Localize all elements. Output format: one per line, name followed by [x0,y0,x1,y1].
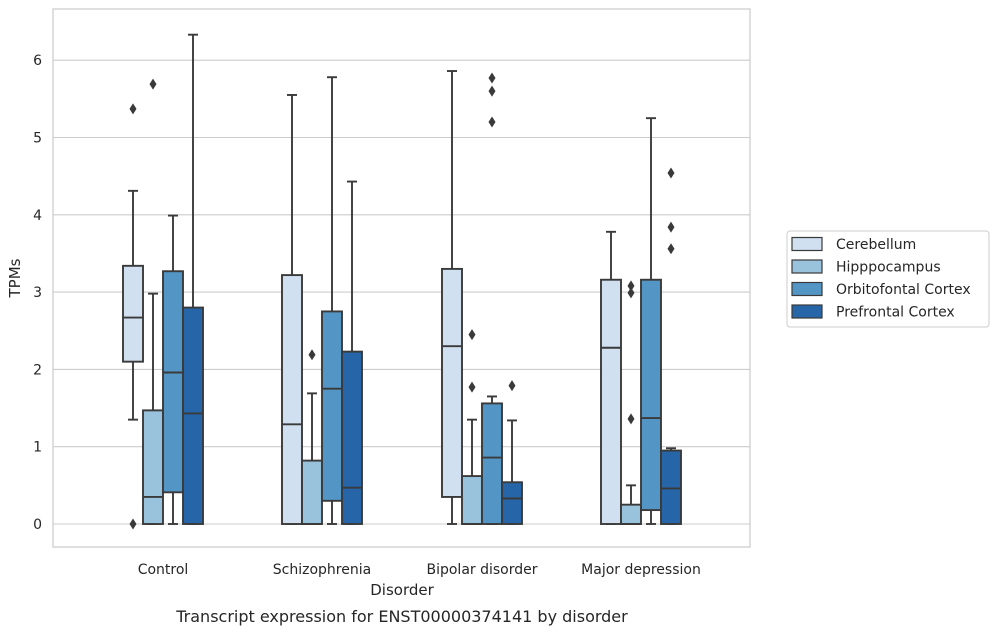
outlier-point [667,167,675,179]
outlier-point [508,380,516,392]
legend-swatch [791,304,823,319]
box-2-0 [441,70,463,525]
y-tick-label: 2 [33,362,42,378]
y-axis-title: TPMs [6,258,24,298]
outlier-point [627,413,635,425]
outlier-point [488,85,496,97]
box-body [122,264,144,363]
box-groups [122,33,682,530]
box-3-3 [660,167,682,525]
legend-frame [786,230,990,328]
box-0-1 [142,78,164,525]
box-body [640,278,662,512]
y-tick-label: 1 [33,440,42,456]
legend-label: Prefrontal Cortex [836,305,955,321]
box-body [142,409,164,525]
y-tick-label: 3 [33,285,42,301]
legend-label: Orbitofontal Cortex [836,282,971,298]
x-axis-ticks: Control Schizophrenia Bipolar disorder Majo… [138,562,701,578]
box-body [660,449,682,525]
box-body [281,274,303,525]
legend-label: Cerebellum [836,237,916,253]
box-1-0 [281,94,303,525]
box-3-1 [620,280,642,525]
box-body [301,459,323,525]
box-0-0 [122,103,144,530]
x-tick-label: Bipolar disorder [426,562,537,578]
box-3-2 [640,117,662,525]
box-body [162,270,184,494]
box-2-2 [481,72,503,525]
legend-label: Hipppocampus [836,260,941,276]
box-body [501,481,523,525]
box-body [341,350,363,525]
box-body [461,475,483,525]
outlier-point [468,381,476,393]
box-body [321,310,343,502]
chart-caption: Transcript expression for ENST0000037414… [175,607,628,626]
outlier-point [627,280,635,292]
y-tick-label: 4 [33,208,42,224]
box-0-3 [182,33,204,525]
outlier-point [488,116,496,128]
x-axis-title: Disorder [370,581,434,599]
y-tick-label: 6 [33,53,42,69]
box-1-2 [321,76,343,525]
box-body [481,402,503,525]
legend-swatch [791,281,823,297]
y-axis-ticks: 0 1 2 3 4 5 6 [33,53,42,533]
outlier-point [129,518,137,530]
box-body [441,267,463,498]
box-1-1 [301,349,323,525]
box-1-3 [341,180,363,525]
outlier-point [667,243,675,255]
legend: Cerebellum Hipppocampus Orbitofontal Corte… [786,230,990,328]
outlier-point [468,329,476,341]
x-tick-label: Major depression [581,562,701,578]
box-body [620,503,642,525]
box-2-1 [461,329,483,525]
x-tick-label: Control [138,562,189,578]
outlier-point [667,221,675,233]
outlier-point [627,287,635,299]
box-3-0 [600,230,622,525]
box-body [182,306,204,525]
outlier-point [488,72,496,84]
outlier-point [149,78,157,90]
legend-swatch [791,259,823,274]
legend-swatch [791,236,823,252]
outlier-point [308,349,316,361]
outlier-point [129,103,137,115]
box-2-3 [501,380,523,525]
x-tick-label: Schizophrenia [273,562,371,578]
y-tick-label: 5 [33,131,42,147]
plot-frame [52,8,751,548]
y-tick-label: 0 [33,517,42,533]
box-body [600,278,622,525]
